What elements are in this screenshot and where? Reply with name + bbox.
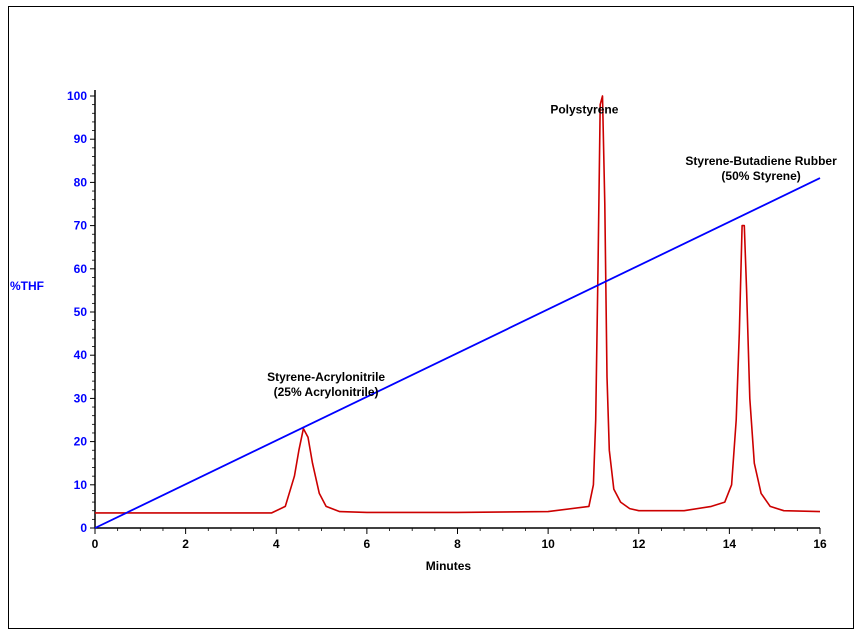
y-tick-label: 30: [74, 391, 88, 405]
peak-annotation: Polystyrene: [550, 102, 618, 116]
x-tick-label: 0: [92, 537, 99, 551]
chart-frame: [8, 6, 854, 629]
annotation-layer: Styrene-Acrylonitrile (25% Acrylonitrile)…: [267, 102, 837, 399]
peak-annotation-line: (25% Acrylonitrile): [274, 385, 379, 399]
x-tick-label: 16: [813, 537, 827, 551]
peak-annotation-line: (50% Styrene): [721, 169, 800, 183]
y-tick-label: 40: [74, 348, 88, 362]
peak-annotation: Styrene-Butadiene Rubber (50% Styrene): [685, 154, 837, 183]
x-tick-label: 4: [273, 537, 280, 551]
y-tick-label: 70: [74, 219, 88, 233]
y-tick-label: 60: [74, 262, 88, 276]
y-tick-label: 80: [74, 175, 88, 189]
x-tick-label: 14: [723, 537, 737, 551]
detector-trace-line: [95, 95, 821, 514]
peak-annotation: Styrene-Acrylonitrile (25% Acrylonitrile): [267, 370, 385, 399]
y-tick-label: 50: [74, 305, 88, 319]
y-tick-label: 0: [80, 521, 87, 535]
y-tick-label: 90: [74, 132, 88, 146]
y-tick-label: 100: [67, 89, 87, 103]
x-tick-label: 12: [632, 537, 646, 551]
peak-annotation-line: Styrene-Butadiene Rubber: [685, 154, 837, 168]
x-tick-label: 2: [182, 537, 189, 551]
series-layer: [94, 95, 821, 529]
y-axis-title: %THF: [10, 279, 44, 293]
peak-annotation-line: Polystyrene: [550, 102, 618, 116]
peak-annotation-line: Styrene-Acrylonitrile: [267, 370, 385, 384]
x-tick-label: 8: [454, 537, 461, 551]
x-axis-title: Minutes: [426, 559, 472, 573]
y-tick-label: 20: [74, 435, 88, 449]
axes: 0 10 20 30 40 50 60 70 80 90 100 0 2 4 6 8 10 12 14 16: [67, 89, 827, 551]
y-tick-label: 10: [74, 478, 88, 492]
thf-gradient-line: [94, 177, 821, 529]
x-tick-label: 6: [364, 537, 371, 551]
x-tick-label: 10: [541, 537, 555, 551]
